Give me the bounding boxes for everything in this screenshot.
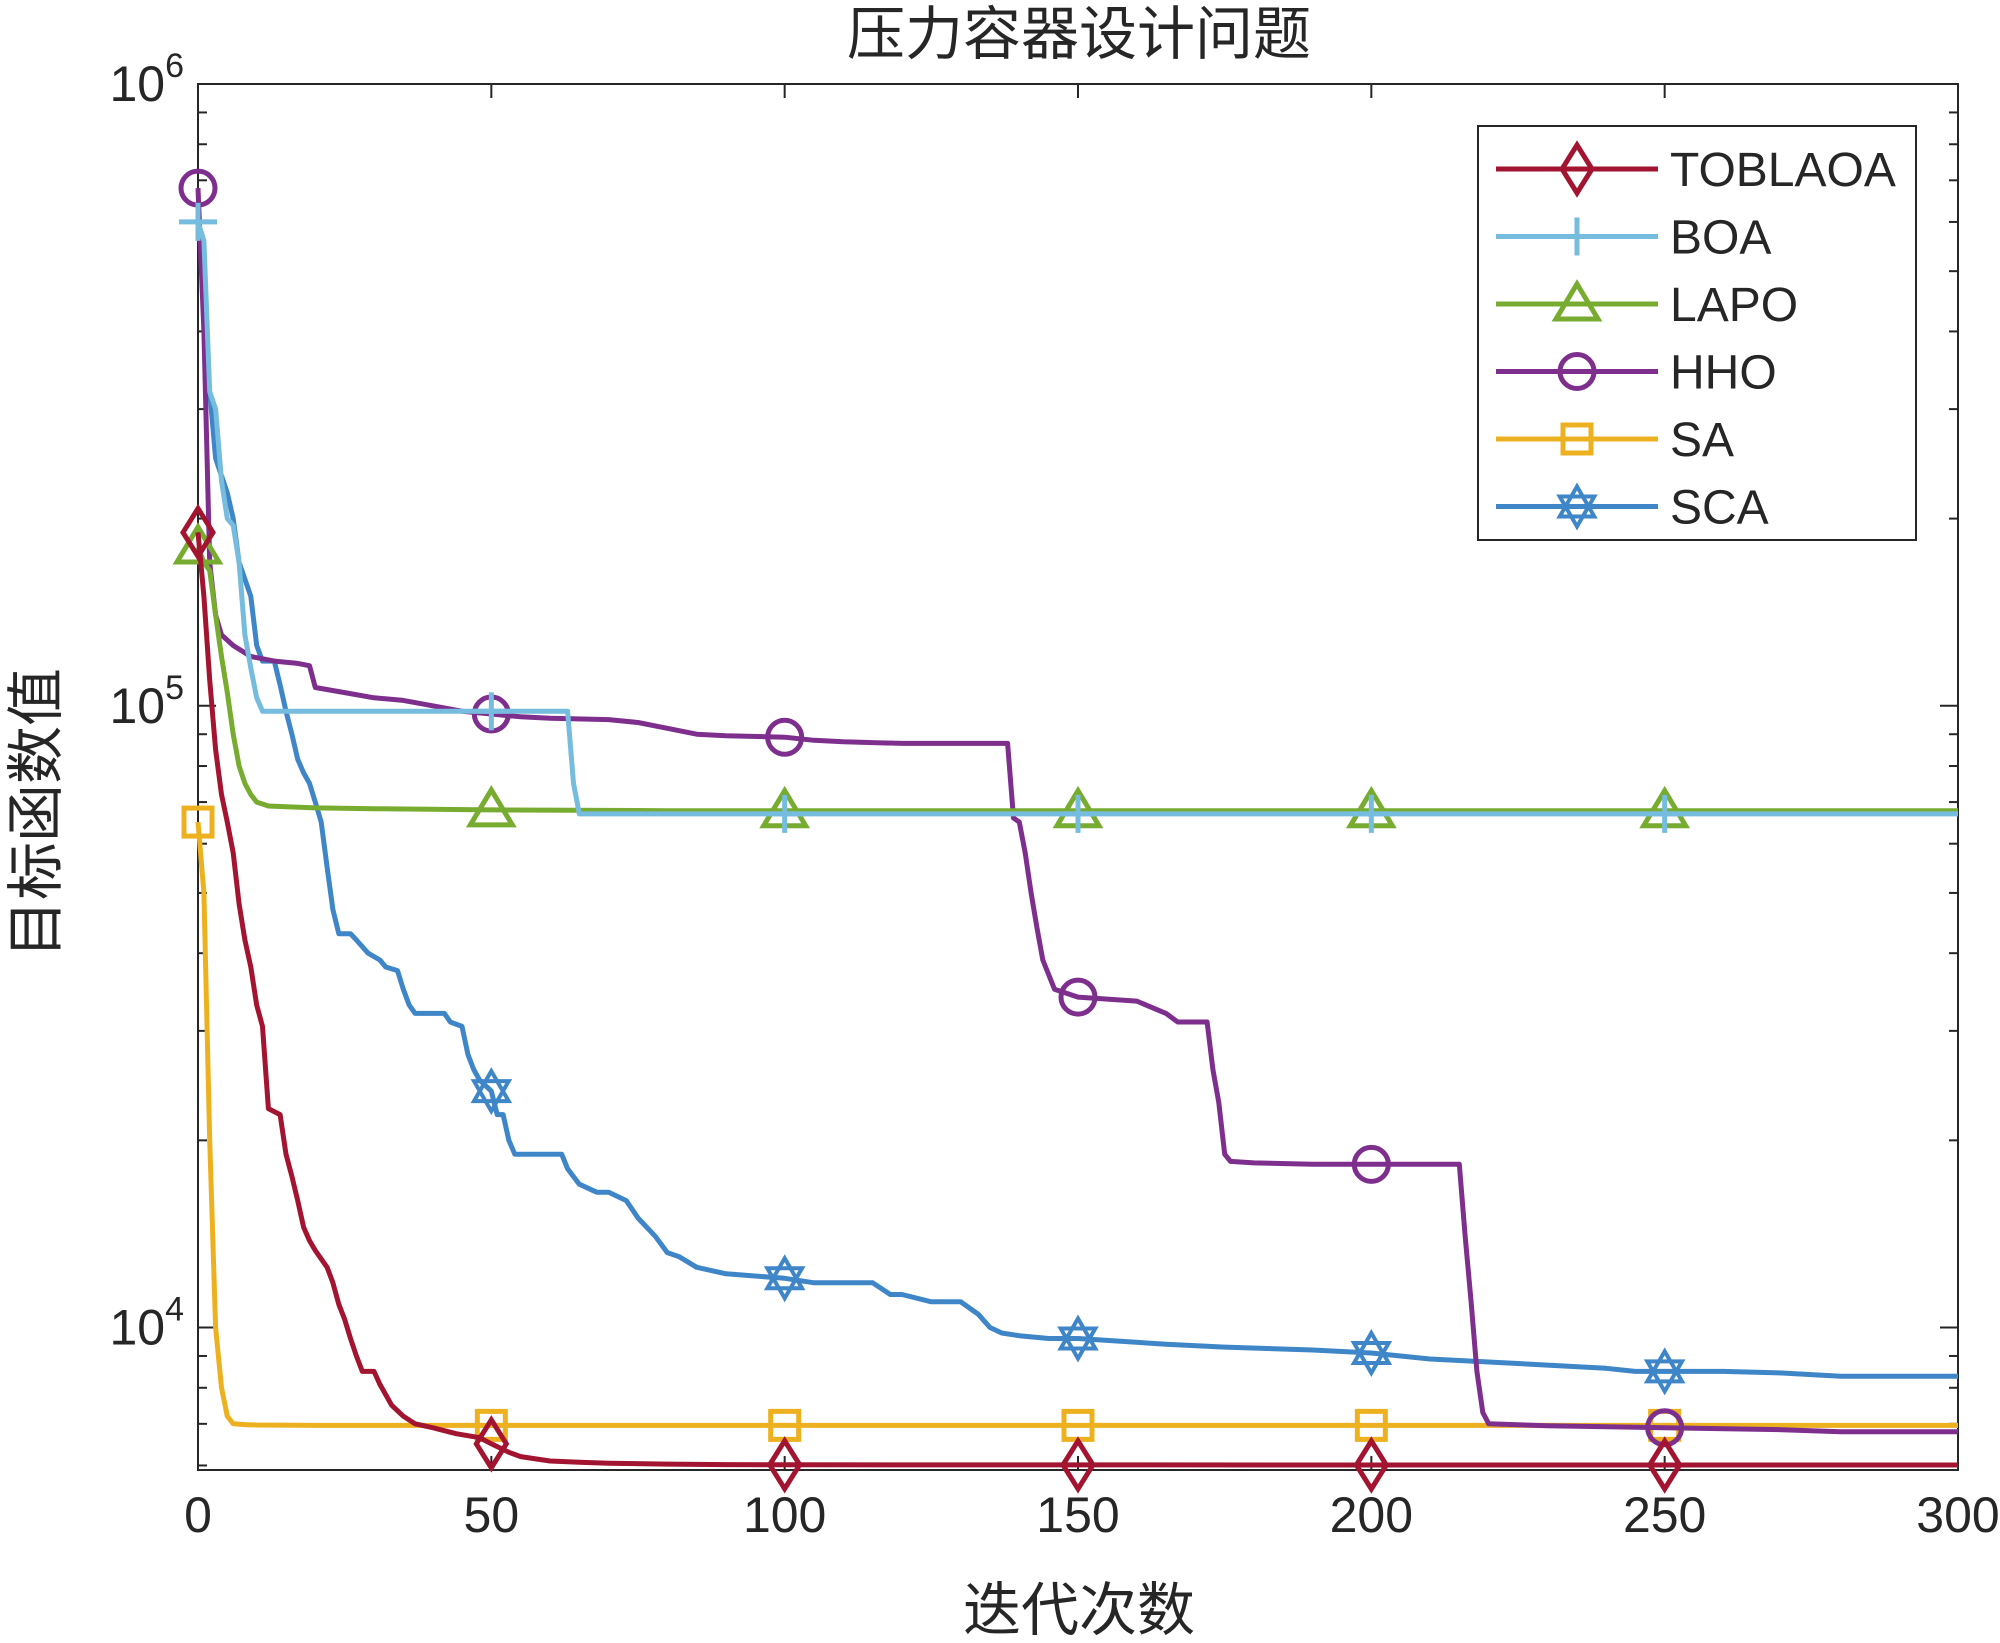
series-marker-boa: [1059, 794, 1097, 833]
legend-label-sa: SA: [1670, 414, 1734, 467]
series-marker-boa: [765, 794, 804, 833]
legend-box: [1477, 125, 1917, 541]
series-marker-lapo: [465, 785, 517, 828]
series-toblaoa: [180, 503, 1958, 1494]
series-sca: [207, 391, 1958, 1396]
y-tick-label-exponent: 6: [165, 47, 184, 85]
y-tick-label: 105: [109, 669, 184, 734]
series-marker-toblaoa: [1353, 1436, 1390, 1494]
series-line-lapo: [195, 546, 1958, 814]
series-line-boa: [195, 221, 1958, 817]
series-marker-lapo: [172, 522, 224, 565]
series-marker-sca: [1643, 1359, 1686, 1396]
series-marker-toblaoa: [473, 1415, 510, 1473]
series-line-hho: [195, 187, 1958, 1435]
legend-marker-toblaoa: [1559, 140, 1595, 198]
series-boa: [179, 202, 1958, 833]
series-marker-toblaoa: [180, 503, 216, 562]
x-tick-label: 300: [1916, 1487, 1999, 1543]
y-axis-label: 目标函数值: [2, 668, 70, 958]
series-marker-sa: [181, 805, 215, 839]
series-marker-toblaoa: [1646, 1436, 1683, 1494]
series-marker-boa: [472, 692, 511, 731]
y-tick-label: 106: [109, 47, 184, 112]
legend-marker-lapo: [1551, 279, 1603, 322]
legend-label-toblaoa: TOBLAOA: [1670, 144, 1896, 197]
legend-marker-hho: [1557, 352, 1597, 391]
legend-marker-sca: [1556, 482, 1598, 519]
x-tick-label: 100: [743, 1487, 826, 1543]
x-tick-label: 50: [464, 1487, 520, 1543]
series-marker-sa: [474, 1408, 508, 1442]
x-tick-label: 150: [1036, 1487, 1119, 1543]
series-marker-sca: [1057, 1314, 1099, 1351]
legend-label-hho: HHO: [1670, 347, 1777, 400]
y-tick-label-base: 10: [109, 1300, 165, 1356]
legend-marker-sa: [1560, 422, 1594, 456]
series-marker-sca: [1057, 1326, 1099, 1363]
legend-label-sca: SCA: [1670, 482, 1769, 535]
series-marker-sca: [1643, 1347, 1686, 1384]
series-marker-sca: [470, 1067, 513, 1104]
series-marker-hho: [1351, 1144, 1391, 1184]
series-marker-boa: [1352, 794, 1391, 833]
y-tick-label: 104: [109, 1291, 184, 1356]
series-line-sa: [195, 821, 1958, 1428]
series-marker-hho: [1058, 977, 1098, 1017]
legend: TOBLAOA BOA LAPO HHO SA SCA: [1477, 125, 1917, 541]
y-tick-label-base: 10: [109, 56, 165, 112]
series-marker-sca: [763, 1266, 806, 1303]
x-tick-label: 200: [1330, 1487, 1413, 1543]
x-axis-label: 迭代次数: [963, 1576, 1195, 1643]
series-line-sca: [207, 391, 1958, 1379]
series-marker-boa: [1645, 794, 1684, 833]
x-tick-label: 250: [1623, 1487, 1706, 1543]
chart-title: 压力容器设计问题: [847, 0, 1311, 68]
series-marker-hho: [765, 717, 805, 757]
series-line-toblaoa: [195, 532, 1958, 1468]
legend-marker-boa: [1558, 217, 1596, 256]
legend-label-boa: BOA: [1670, 212, 1771, 265]
legend-label-lapo: LAPO: [1670, 279, 1798, 332]
series-marker-toblaoa: [1060, 1436, 1096, 1494]
y-tick-label-exponent: 5: [165, 669, 184, 707]
y-tick-label-exponent: 4: [165, 1291, 184, 1329]
series-marker-sca: [1350, 1341, 1393, 1377]
series-marker-sca: [1350, 1329, 1393, 1365]
y-tick-label-base: 10: [109, 678, 165, 734]
x-tick-label: 0: [184, 1487, 212, 1543]
series-marker-sca: [470, 1079, 513, 1116]
series-marker-sca: [763, 1254, 806, 1291]
series-marker-toblaoa: [766, 1436, 803, 1494]
series-marker-boa: [179, 202, 217, 241]
legend-marker-sca: [1556, 494, 1598, 531]
